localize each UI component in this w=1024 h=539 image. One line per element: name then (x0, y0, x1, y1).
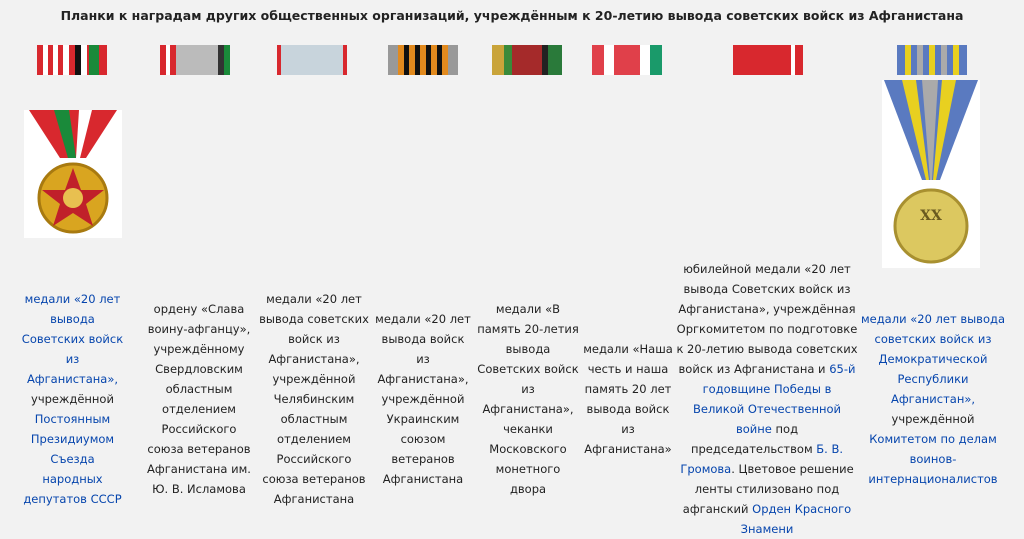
link[interactable]: медали «20 лет вывода Советских войск из… (21, 292, 124, 386)
caption-text: учреждённой (891, 412, 975, 426)
caption: медали «20 лет вывода Советских войск из… (20, 268, 125, 530)
caption-text: учреждённой (31, 392, 114, 406)
table-title: Планки к наградам других общественных ор… (60, 8, 964, 23)
caption-text: . Цветовое решение ленты стилизовано под… (682, 462, 854, 516)
caption-text: ордену «Слава воину-афганцу», учреждённо… (147, 302, 251, 496)
svg-text:XX: XX (920, 208, 942, 224)
caption: медали «В память 20-летия вывода Советск… (476, 268, 580, 530)
caption-text: под председательством (690, 422, 817, 456)
caption: юбилейной медали «20 лет вывода Советски… (676, 262, 858, 536)
ribbon (388, 45, 458, 75)
ribbon (277, 45, 347, 75)
link[interactable]: медали «20 лет вывода советских войск из… (860, 312, 1005, 406)
ribbon (37, 45, 107, 75)
ribbon (592, 45, 662, 75)
caption: ордену «Слава воину-афганцу», учреждённо… (145, 268, 253, 530)
caption-text: медали «20 лет вывода советских войск из… (259, 292, 369, 506)
ribbon (160, 45, 230, 75)
caption-text: юбилейной медали «20 лет вывода Советски… (676, 262, 858, 376)
link[interactable]: Комитетом по делам воинов-интернационали… (868, 432, 998, 486)
caption-text: медали «В память 20-летия вывода Советск… (477, 302, 579, 496)
caption-text: медали «Наша честь и наша память 20 лет … (583, 342, 673, 456)
ribbon (492, 45, 562, 75)
medal-image: XX (882, 80, 980, 268)
caption: медали «20 лет вывода советских войск из… (858, 268, 1008, 530)
ribbon (733, 45, 803, 75)
link[interactable]: Постоянным Президиумом Съезда народных д… (23, 412, 122, 506)
caption: медали «20 лет вывода войск из Афганиста… (373, 268, 473, 530)
caption-text: медали «20 лет вывода войск из Афганиста… (375, 312, 471, 486)
link[interactable]: Орден Красного Знамени (740, 502, 852, 536)
caption: медали «20 лет вывода советских войск из… (258, 268, 370, 530)
link[interactable]: 65-й годовщине Победы в Великой Отечеств… (692, 362, 856, 436)
medal-image (24, 110, 122, 238)
ribbon (897, 45, 967, 75)
caption: медали «Наша честь и наша память 20 лет … (581, 268, 675, 530)
link[interactable]: Б. В. Громова (680, 442, 844, 476)
